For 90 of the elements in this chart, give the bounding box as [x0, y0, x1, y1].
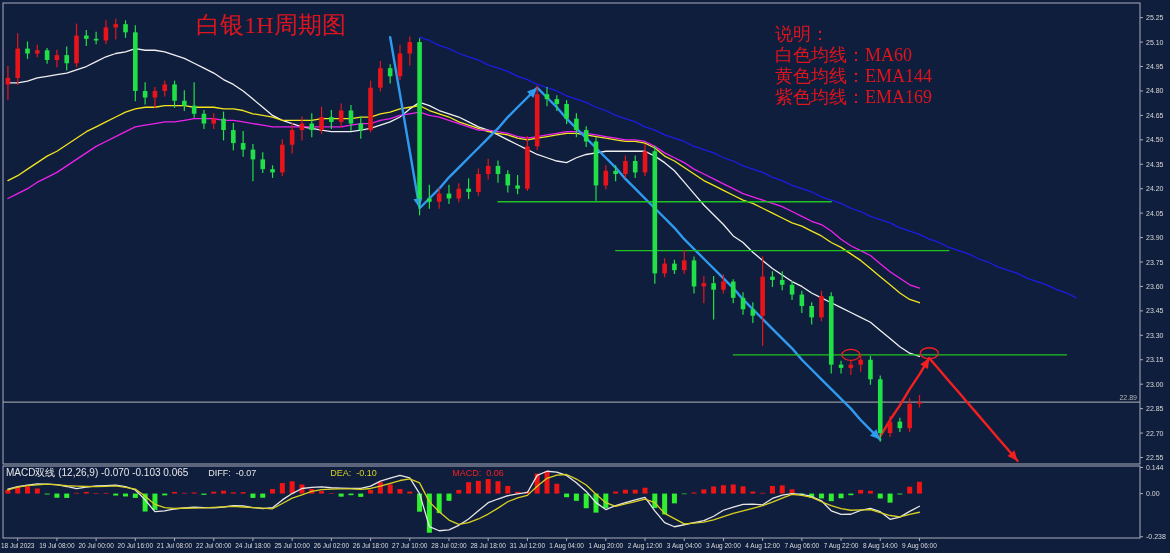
candlestick [407, 36, 413, 66]
bar [740, 486, 746, 494]
candlestick [730, 279, 736, 304]
candlestick [54, 49, 60, 68]
bar [867, 490, 873, 494]
bar [475, 480, 481, 494]
candlestick [750, 302, 756, 323]
bar [25, 486, 30, 494]
bar [779, 485, 785, 494]
candlestick [544, 87, 550, 107]
annotation: 说明： [775, 24, 829, 44]
candlestick [309, 113, 315, 138]
candlestick [260, 152, 266, 174]
bar [368, 489, 374, 494]
candlestick [240, 131, 246, 157]
bar [132, 493, 138, 498]
candlestick [289, 122, 295, 154]
candlestick [711, 276, 716, 320]
candlestick [182, 90, 187, 112]
bar [387, 484, 393, 494]
candlestick [868, 355, 873, 385]
bar [250, 493, 256, 498]
bar [858, 489, 864, 494]
bar [671, 493, 677, 504]
annotation: DEA: -0.10 [330, 468, 377, 478]
bar [642, 487, 648, 494]
bar [358, 493, 364, 497]
candlestick [378, 61, 383, 92]
bar [720, 485, 726, 494]
bar [495, 481, 501, 494]
candlestick [574, 113, 579, 138]
bar [279, 483, 285, 494]
bar [701, 489, 707, 494]
bar [573, 493, 579, 501]
bar [456, 489, 462, 494]
candlestick [819, 290, 824, 322]
bar [632, 489, 638, 494]
candlestick [564, 100, 569, 125]
chart-title: 白银1H周期图 [196, 12, 346, 38]
bar [397, 489, 403, 494]
annotation: MACD: 0.06 [452, 468, 504, 478]
bar [505, 485, 511, 494]
bar [436, 493, 442, 514]
candlestick [466, 178, 471, 200]
bar [711, 486, 717, 494]
candlestick [427, 184, 432, 209]
candlestick [632, 155, 638, 178]
candlestick [113, 18, 119, 40]
candlestick [221, 111, 226, 141]
bar [34, 488, 40, 494]
bar [319, 491, 325, 494]
candlestick [64, 46, 70, 71]
bar [5, 489, 11, 494]
bar [583, 493, 589, 509]
bar [622, 489, 628, 494]
bar [485, 479, 491, 494]
candlestick [505, 170, 511, 193]
annotation: 紫色均线：EMA169 [775, 87, 932, 107]
annotation: 黄色均线：EMA144 [775, 66, 932, 86]
bar [907, 486, 913, 494]
bar [769, 485, 775, 494]
bar [260, 493, 266, 498]
candlestick [809, 302, 814, 325]
bar [446, 493, 452, 501]
bar [270, 489, 276, 494]
bar [887, 493, 893, 503]
bar [466, 482, 472, 494]
bar [338, 493, 344, 497]
candlestick [231, 122, 236, 151]
chart-title: MACD双线 (12,26,9) -0.070 -0.103 0.065 [6, 467, 189, 478]
annotation: DIFF: -0.07 [208, 468, 257, 478]
bar [64, 493, 70, 498]
bar [828, 493, 834, 502]
candlestick [476, 168, 481, 196]
annotation: 白色均线：MA60 [775, 45, 913, 65]
candlestick [358, 116, 364, 139]
candlestick [583, 126, 589, 147]
bar [221, 490, 227, 494]
bar [916, 481, 922, 494]
bar [407, 491, 413, 494]
bar [750, 491, 756, 494]
bar [289, 481, 295, 494]
candlestick [319, 106, 324, 134]
bar [554, 483, 560, 494]
bar [730, 484, 736, 494]
candlestick [681, 250, 687, 275]
candlestick [172, 80, 177, 108]
bar [54, 493, 60, 498]
bar [613, 491, 619, 494]
candlestick [623, 155, 628, 178]
